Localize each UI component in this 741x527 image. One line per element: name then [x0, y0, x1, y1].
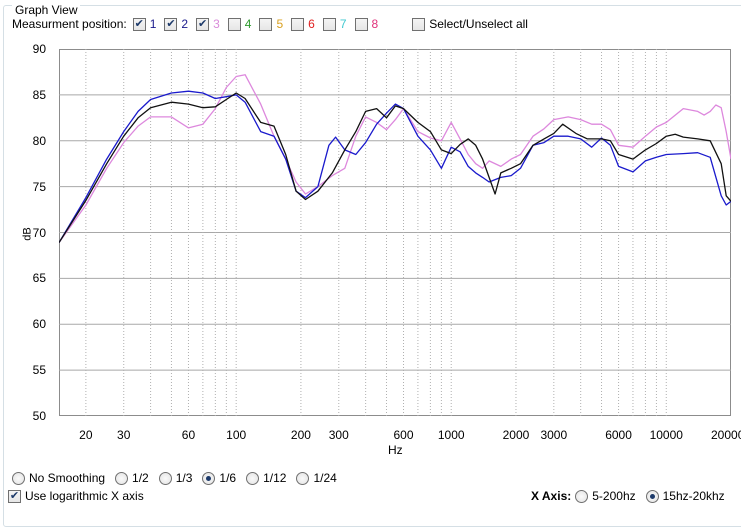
measurement-1-checkbox[interactable]: ✔ — [132, 17, 146, 31]
x-tick-label: 1000 — [437, 428, 465, 442]
measurement-position-label: Measurment position: — [12, 17, 127, 31]
measurement-5-label: 5 — [276, 17, 284, 31]
measurement-position-row: Measurment position: ✔ 1 ✔ 2 ✔ 3 4 5 6 7 8 Select/… — [12, 16, 528, 32]
measurement-6-label: 6 — [308, 17, 315, 31]
x-tick-label: 200 — [290, 428, 311, 442]
x-axis-range-label: 15hz-20khz — [662, 489, 725, 503]
x-tick-label: 100 — [226, 428, 247, 442]
y-tick-label: 55 — [32, 363, 46, 378]
y-tick-label: 90 — [32, 42, 46, 56]
smoothing-radio[interactable] — [12, 471, 25, 485]
x-tick-label: 20 — [79, 428, 93, 442]
x-axis-label: Hz — [388, 443, 403, 457]
measurement-4-checkbox[interactable] — [227, 17, 241, 31]
x-tick-label: 300 — [328, 428, 349, 442]
smoothing-label: 1/3 — [175, 471, 193, 485]
x-axis-range-title: X Axis: — [531, 489, 572, 503]
x-axis-range-option[interactable]: 15hz-20khz — [645, 489, 725, 503]
group-title: Graph View — [12, 4, 81, 16]
smoothing-radio[interactable] — [115, 471, 129, 485]
smoothing-options: No Smoothing 1/2 1/3 1/6 1/12 1/24 — [12, 471, 347, 485]
x-axis-range-radio[interactable] — [645, 489, 659, 503]
x-tick-label: 30 — [117, 428, 131, 442]
smoothing-option[interactable]: No Smoothing — [12, 471, 105, 485]
measurement-8-label: 8 — [371, 17, 379, 31]
y-tick-label: 60 — [32, 317, 46, 332]
series-3-line — [59, 74, 731, 243]
x-tick-label: 6000 — [605, 428, 632, 442]
x-tick-label: 3000 — [540, 428, 568, 442]
smoothing-radio[interactable] — [158, 471, 172, 485]
smoothing-label: 1/24 — [313, 471, 337, 485]
measurement-5-checkbox[interactable] — [259, 17, 273, 31]
y-tick-label: 80 — [32, 133, 46, 148]
measurement-2-checkbox[interactable]: ✔ — [164, 17, 178, 31]
smoothing-option[interactable]: 1/2 — [115, 471, 149, 485]
measurement-8-checkbox[interactable] — [354, 17, 368, 31]
x-axis-range-option[interactable]: 5-200hz — [575, 489, 636, 503]
smoothing-option[interactable]: 1/12 — [246, 471, 286, 485]
measurement-4-label: 4 — [244, 17, 252, 31]
smoothing-radio[interactable] — [246, 471, 260, 485]
y-tick-label: 50 — [32, 409, 46, 423]
measurement-items: ✔ 1 ✔ 2 ✔ 3 4 5 6 7 8 — [132, 17, 387, 31]
smoothing-option[interactable]: 1/6 — [202, 471, 236, 485]
smoothing-radio[interactable] — [202, 471, 216, 485]
radio-selected-dot — [649, 493, 655, 499]
measurement-3-label: 3 — [213, 17, 220, 31]
plot-area — [59, 49, 731, 416]
x-tick-label: 60 — [181, 428, 196, 442]
select-all-option[interactable]: Select/Unselect all — [412, 17, 528, 31]
x-axis-range-label: 5-200hz — [592, 489, 636, 503]
measurement-2-label: 2 — [181, 17, 189, 31]
x-tick-label: 20000 — [711, 428, 741, 442]
measurement-7-label: 7 — [339, 17, 347, 31]
measurement-6-checkbox[interactable] — [291, 17, 305, 31]
x-tick-label: 2000 — [502, 428, 530, 442]
y-tick-label: 70 — [32, 225, 46, 240]
smoothing-label: 1/6 — [219, 471, 237, 485]
radio-selected-dot — [206, 475, 212, 481]
log-axis-option[interactable]: ✔ Use logarithmic X axis — [8, 489, 144, 503]
smoothing-label: No Smoothing — [29, 471, 106, 485]
smoothing-label: 1/12 — [263, 471, 287, 485]
x-axis-range-items: 5-200hz 15hz-20khz — [575, 489, 734, 503]
series-1-line — [59, 92, 731, 243]
select-all-label: Select/Unselect all — [429, 17, 528, 31]
measurement-3-checkbox[interactable]: ✔ — [196, 17, 210, 31]
x-axis-range-options: X Axis: 5-200hz 15hz-20khz — [531, 489, 735, 503]
smoothing-option[interactable]: 1/3 — [158, 471, 193, 485]
response-chart — [59, 49, 731, 416]
y-tick-label: 65 — [32, 271, 46, 286]
measurement-7-checkbox[interactable] — [322, 17, 336, 31]
y-axis-label: dB — [21, 227, 34, 241]
log-axis-checkbox[interactable]: ✔ — [8, 489, 21, 503]
log-axis-label: Use logarithmic X axis — [25, 489, 144, 503]
x-tick-label: 600 — [393, 428, 414, 442]
y-tick-label: 85 — [32, 87, 46, 102]
x-tick-label: 10000 — [649, 428, 683, 442]
smoothing-radio[interactable] — [296, 471, 310, 485]
smoothing-option[interactable]: 1/24 — [296, 471, 337, 485]
y-tick-label: 75 — [32, 179, 46, 194]
x-axis-range-radio[interactable] — [575, 489, 589, 503]
series-2-line — [59, 90, 731, 243]
select-all-checkbox[interactable] — [412, 17, 426, 31]
measurement-1-label: 1 — [149, 17, 157, 31]
smoothing-label: 1/2 — [132, 471, 149, 485]
